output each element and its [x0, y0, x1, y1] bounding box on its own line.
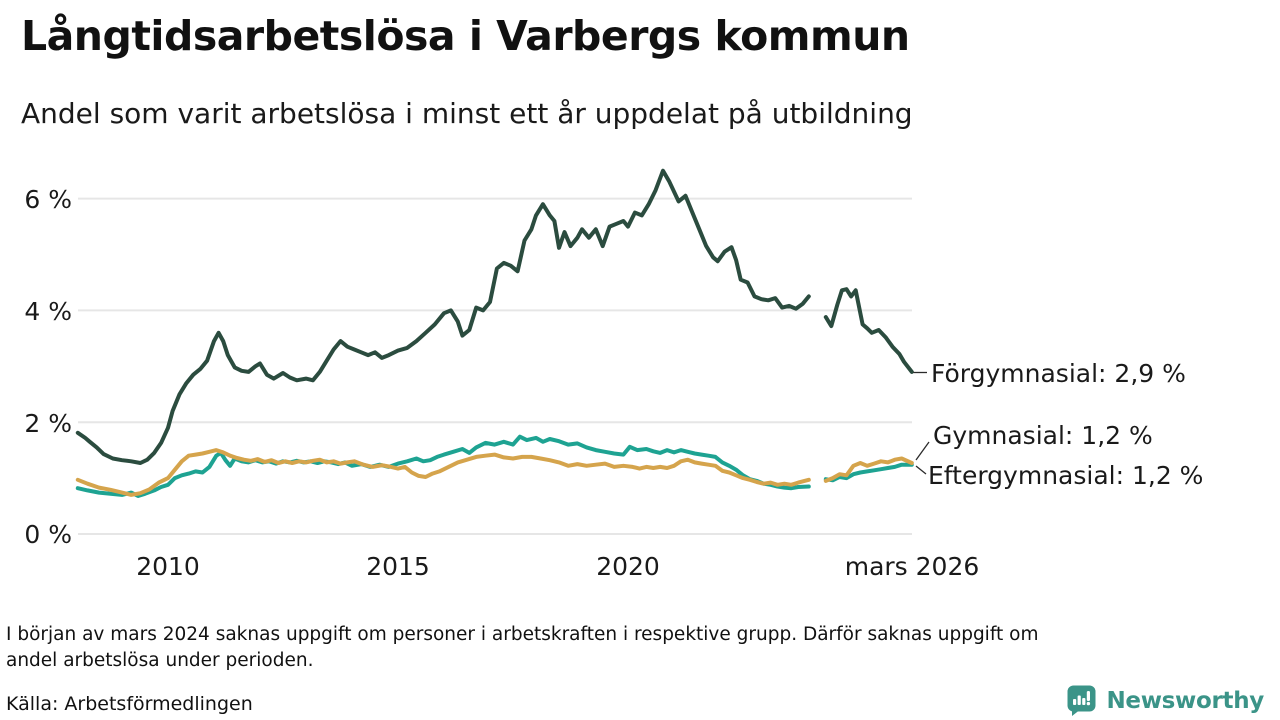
x-axis-tick-2010: 2010 — [136, 552, 200, 581]
label-connector-1 — [915, 441, 930, 461]
footnote: I början av mars 2024 saknas uppgift om … — [6, 622, 1039, 674]
series-label-forgymnasial: Förgymnasial: 2,9 % — [931, 359, 1186, 388]
series-line-gymnasial — [823, 462, 914, 483]
newsworthy-logo-text: Newsworthy — [1106, 687, 1264, 714]
x-axis-tick-2015: 2015 — [366, 552, 430, 581]
series-line-frgymnasial — [823, 287, 914, 374]
x-axis-tick-mars-2026: mars 2026 — [844, 552, 980, 581]
chart-subtitle: Andel som varit arbetslösa i minst ett å… — [21, 97, 913, 130]
x-axis-tick-2020: 2020 — [596, 552, 660, 581]
newsworthy-logo: Newsworthy — [1067, 685, 1264, 716]
footnote-line-1: I början av mars 2024 saknas uppgift om … — [6, 624, 1039, 645]
y-axis-tick-6: 6 % — [24, 185, 72, 214]
series-label-gymnasial: Gymnasial: 1,2 % — [933, 421, 1153, 450]
y-axis-tick-2: 2 % — [24, 409, 72, 438]
source-label: Källa: Arbetsförmedlingen — [6, 693, 253, 715]
series-line-frgymnasial — [75, 168, 811, 465]
newsworthy-logo-icon — [1067, 685, 1096, 716]
series-line-eftergymnasial — [823, 456, 914, 483]
y-axis-tick-0: 0 % — [24, 520, 72, 549]
chart-title: Långtidsarbetslösa i Varbergs kommun — [21, 12, 910, 60]
series-line-gymnasial — [75, 434, 811, 498]
series-label-eftergymnasial: Eftergymnasial: 1,2 % — [928, 461, 1204, 490]
footnote-line-2: andel arbetslösa under perioden. — [6, 650, 314, 671]
y-axis-tick-4: 4 % — [24, 297, 72, 326]
series-line-eftergymnasial — [75, 448, 811, 497]
label-connector-2 — [915, 465, 927, 475]
